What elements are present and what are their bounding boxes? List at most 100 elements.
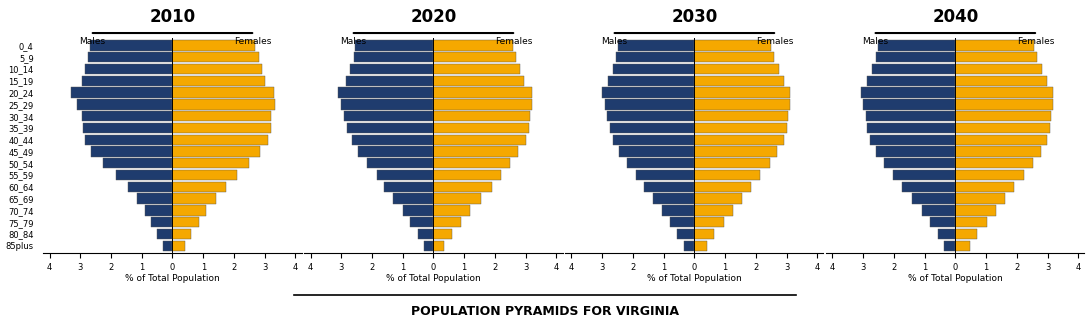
Bar: [434, 134, 525, 145]
Bar: [605, 99, 694, 109]
Bar: [694, 64, 779, 74]
Bar: [867, 123, 955, 133]
Bar: [884, 158, 955, 169]
Bar: [635, 170, 694, 180]
Bar: [419, 229, 434, 239]
Bar: [694, 241, 706, 251]
Bar: [694, 134, 784, 145]
Bar: [434, 146, 518, 157]
Bar: [434, 123, 529, 133]
Bar: [903, 182, 955, 192]
Bar: [434, 52, 517, 62]
Bar: [353, 52, 434, 62]
Bar: [172, 194, 216, 204]
Bar: [172, 205, 206, 216]
Bar: [172, 99, 276, 109]
Bar: [172, 158, 250, 169]
Bar: [955, 52, 1037, 62]
Bar: [83, 123, 172, 133]
Bar: [683, 241, 694, 251]
Bar: [424, 241, 434, 251]
Bar: [955, 158, 1033, 169]
Bar: [670, 217, 694, 227]
Bar: [434, 99, 532, 109]
Bar: [694, 182, 751, 192]
Bar: [694, 99, 789, 109]
Bar: [694, 40, 772, 51]
Bar: [116, 170, 172, 180]
Bar: [172, 134, 268, 145]
Bar: [172, 170, 237, 180]
Bar: [104, 158, 172, 169]
Bar: [393, 194, 434, 204]
Bar: [172, 52, 258, 62]
Bar: [434, 40, 513, 51]
Bar: [694, 158, 770, 169]
Bar: [955, 99, 1053, 109]
Bar: [955, 170, 1024, 180]
Bar: [172, 182, 227, 192]
Bar: [694, 111, 788, 121]
Text: Females: Females: [234, 37, 271, 46]
Bar: [877, 40, 955, 51]
Bar: [955, 134, 1047, 145]
Bar: [172, 146, 261, 157]
Text: 2040: 2040: [932, 7, 979, 25]
Bar: [89, 40, 172, 51]
Bar: [434, 76, 524, 86]
X-axis label: % of Total Population: % of Total Population: [125, 274, 220, 283]
Bar: [955, 87, 1053, 98]
Bar: [619, 146, 694, 157]
Bar: [172, 229, 191, 239]
Bar: [172, 241, 185, 251]
Bar: [955, 182, 1015, 192]
Bar: [955, 146, 1041, 157]
Bar: [618, 40, 694, 51]
Bar: [344, 111, 434, 121]
Bar: [694, 217, 724, 227]
Bar: [865, 111, 955, 121]
Text: POPULATION PYRAMIDS FOR VIRGINIA: POPULATION PYRAMIDS FOR VIRGINIA: [411, 305, 679, 318]
Bar: [930, 217, 955, 227]
Bar: [955, 64, 1042, 74]
Bar: [607, 111, 694, 121]
Bar: [172, 123, 270, 133]
Bar: [955, 111, 1051, 121]
Bar: [610, 123, 694, 133]
Bar: [338, 87, 434, 98]
Bar: [876, 146, 955, 157]
Bar: [351, 64, 434, 74]
Bar: [172, 87, 274, 98]
Bar: [644, 182, 694, 192]
Bar: [355, 40, 434, 51]
Bar: [341, 99, 434, 109]
Bar: [88, 52, 172, 62]
Bar: [172, 111, 270, 121]
Bar: [867, 76, 955, 86]
Bar: [367, 158, 434, 169]
Text: 2030: 2030: [671, 7, 717, 25]
Bar: [77, 99, 172, 109]
Bar: [172, 76, 265, 86]
Bar: [894, 170, 955, 180]
Bar: [172, 64, 262, 74]
Bar: [71, 87, 172, 98]
Text: Females: Females: [495, 37, 532, 46]
Bar: [602, 87, 694, 98]
Bar: [653, 194, 694, 204]
Bar: [694, 146, 777, 157]
Bar: [627, 158, 694, 169]
Bar: [955, 217, 986, 227]
Bar: [434, 64, 520, 74]
Bar: [955, 241, 970, 251]
Text: Females: Females: [1017, 37, 1054, 46]
Bar: [616, 52, 694, 62]
Bar: [662, 205, 694, 216]
Bar: [944, 241, 955, 251]
Bar: [955, 40, 1034, 51]
Text: Males: Males: [340, 37, 366, 46]
Bar: [955, 205, 996, 216]
Bar: [85, 134, 172, 145]
Text: Males: Males: [602, 37, 628, 46]
Bar: [152, 217, 172, 227]
